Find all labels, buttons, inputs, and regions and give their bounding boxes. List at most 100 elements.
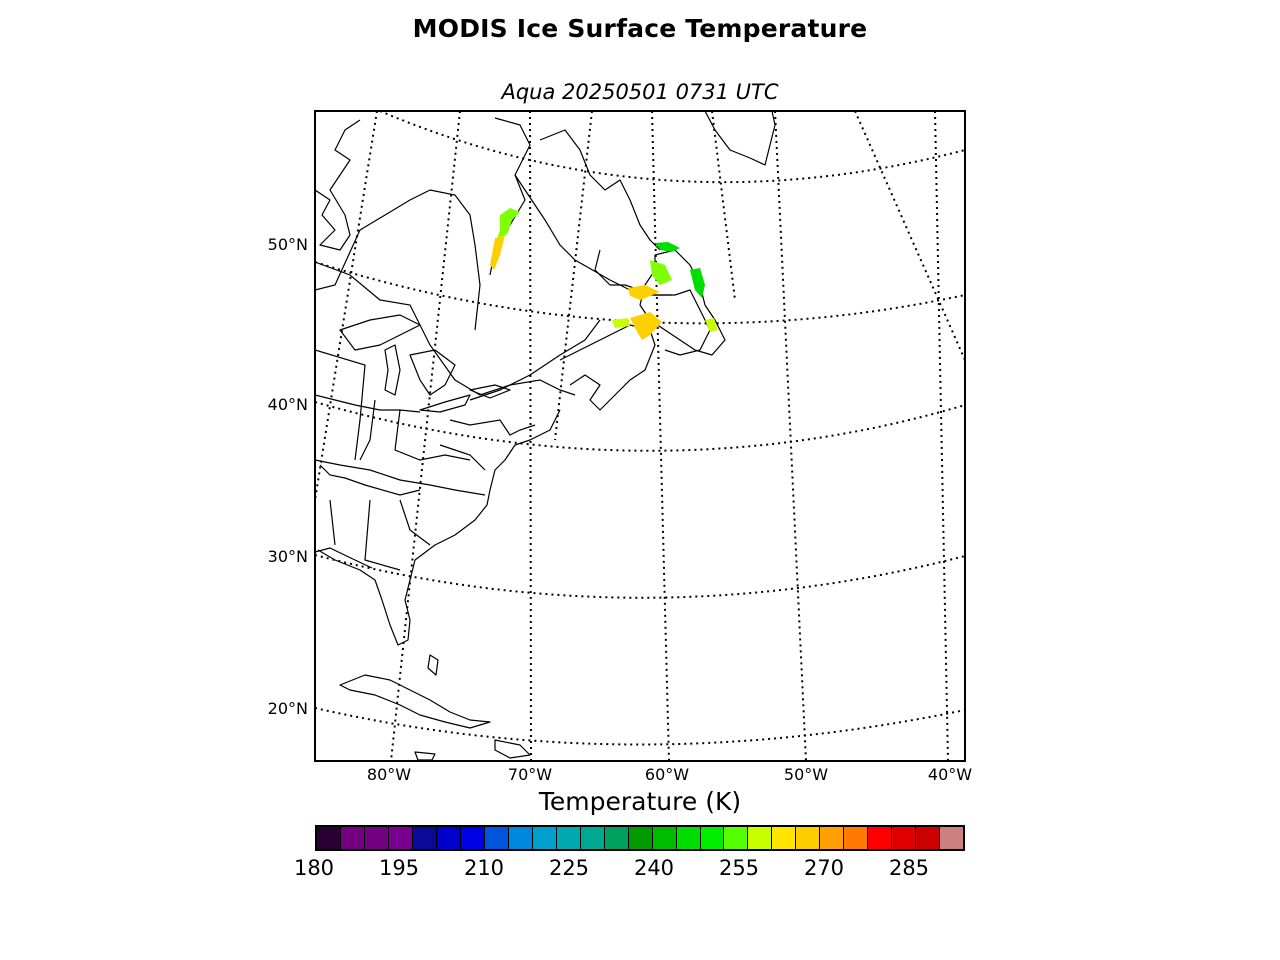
lat-label-20n: 20°N: [267, 699, 308, 718]
coastline-cuba: [339, 674, 491, 729]
colorbar-bin-8: [508, 827, 533, 849]
colorbar-bin-25: [916, 827, 941, 849]
colorbar-tick-195: 195: [378, 856, 420, 880]
latitude-gridlines: [315, 111, 965, 746]
longitude-line-50w: [774, 111, 807, 761]
lon-label-70w: 70°W: [507, 765, 553, 784]
colorbar: [315, 825, 965, 851]
lon-label-60w: 60°W: [644, 765, 690, 784]
colorbar-bin-1: [340, 827, 365, 849]
colorbar-bin-16: [700, 827, 725, 849]
colorbar-tick-210: 210: [463, 856, 505, 880]
coastline-lake-erie: [419, 394, 471, 413]
ice-pixels-nf-lime: [650, 260, 672, 285]
lat-label-30n: 30°N: [267, 547, 308, 566]
coastlines: [315, 111, 776, 761]
latitude-line-20n: [315, 707, 965, 746]
border-state-7: [449, 419, 536, 436]
map-area: [315, 111, 965, 761]
colorbar-bin-9: [532, 827, 557, 849]
ice-pixels-labrador-coast: [655, 242, 680, 252]
border-manitoba: [315, 189, 431, 291]
longitude-line-60w: [651, 111, 670, 761]
border-quebec-labrador: [514, 174, 672, 296]
coastline-lake-ontario: [469, 384, 511, 399]
longitude-line-45w: [854, 111, 965, 361]
border-state-8: [439, 444, 486, 471]
ice-pixels-hudson-east-yellow: [490, 235, 505, 270]
coastline-greenland: [704, 111, 776, 166]
border-quebec-ontario: [429, 189, 481, 331]
coastline-st-lawrence-river: [469, 319, 601, 401]
longitude-line-40w: [934, 111, 949, 761]
coastline-lake-huron: [409, 349, 456, 396]
border-state-6: [359, 399, 471, 461]
border-state-5: [329, 499, 431, 571]
coastline-jamaica: [414, 751, 436, 761]
ice-pixels-nf-north: [690, 268, 705, 298]
lon-label-80w: 80°W: [366, 765, 412, 784]
border-us-canada: [315, 261, 576, 396]
latitude-line-40n: [315, 401, 965, 452]
latitude-line-60n: [379, 111, 965, 184]
ice-pixels-gulf-yellow: [628, 285, 660, 300]
colorbar-bin-26: [940, 827, 964, 849]
ice-pixels-gulf-lime: [612, 318, 630, 328]
map-title: MODIS Ice Surface Temperature: [412, 14, 868, 43]
colorbar-tick-285: 285: [888, 856, 930, 880]
colorbar-bin-21: [820, 827, 845, 849]
longitude-line-80w: [390, 111, 461, 761]
colorbar-tick-180: 180: [293, 856, 335, 880]
coastline-hispaniola: [494, 739, 531, 759]
colorbar-bin-18: [748, 827, 773, 849]
colorbar-bin-24: [892, 827, 917, 849]
colorbar-bin-11: [580, 827, 605, 849]
ice-pixels-nf-east: [705, 318, 718, 332]
lat-label-40n: 40°N: [267, 395, 308, 414]
colorbar-bin-12: [604, 827, 629, 849]
lon-label-40w: 40°W: [927, 765, 973, 784]
latitude-line-30n: [315, 554, 965, 599]
ice-temperature-pixels: [490, 208, 718, 340]
coastline-labrador: [539, 129, 661, 251]
colorbar-bin-6: [460, 827, 485, 849]
colorbar-tick-240: 240: [633, 856, 675, 880]
longitude-gridlines: [315, 111, 965, 761]
colorbar-bin-20: [796, 827, 821, 849]
longitude-line-90w: [315, 111, 378, 501]
colorbar-bin-19: [772, 827, 797, 849]
colorbar-bin-3: [388, 827, 413, 849]
border-state-1: [315, 349, 366, 461]
coastline-us-east: [317, 409, 561, 646]
colorbar-bin-22: [844, 827, 869, 849]
colorbar-bin-2: [364, 827, 389, 849]
coastline-lake-superior: [339, 314, 421, 351]
colorbar-tick-270: 270: [803, 856, 845, 880]
coastline-maritimes: [559, 324, 656, 411]
border-state-2: [315, 394, 421, 413]
border-state-3: [315, 459, 486, 496]
colorbar-bin-17: [724, 827, 749, 849]
coastline-lake-michigan: [384, 344, 401, 396]
colorbar-bin-10: [556, 827, 581, 849]
colorbar-bin-13: [628, 827, 653, 849]
border-state-4: [319, 464, 421, 496]
colorbar-bin-15: [676, 827, 701, 849]
colorbar-tick-225: 225: [548, 856, 590, 880]
colorbar-bin-7: [484, 827, 509, 849]
colorbar-tick-255: 255: [718, 856, 760, 880]
lon-label-50w: 50°W: [783, 765, 829, 784]
colorbar-bin-4: [412, 827, 437, 849]
colorbar-title: Temperature (K): [538, 787, 742, 816]
lat-label-50n: 50°N: [267, 235, 308, 254]
coastline-gulf-st-lawrence: [594, 249, 711, 356]
map-subtitle: Aqua 20250501 0731 UTC: [501, 80, 779, 104]
ice-pixels-gulf-south: [630, 312, 662, 340]
coastline-gulf: [315, 547, 373, 569]
longitude-line-70w: [529, 111, 532, 761]
political-borders: [315, 174, 672, 571]
colorbar-bin-23: [868, 827, 893, 849]
coastline-bahamas: [427, 654, 439, 676]
colorbar-bin-5: [436, 827, 461, 849]
